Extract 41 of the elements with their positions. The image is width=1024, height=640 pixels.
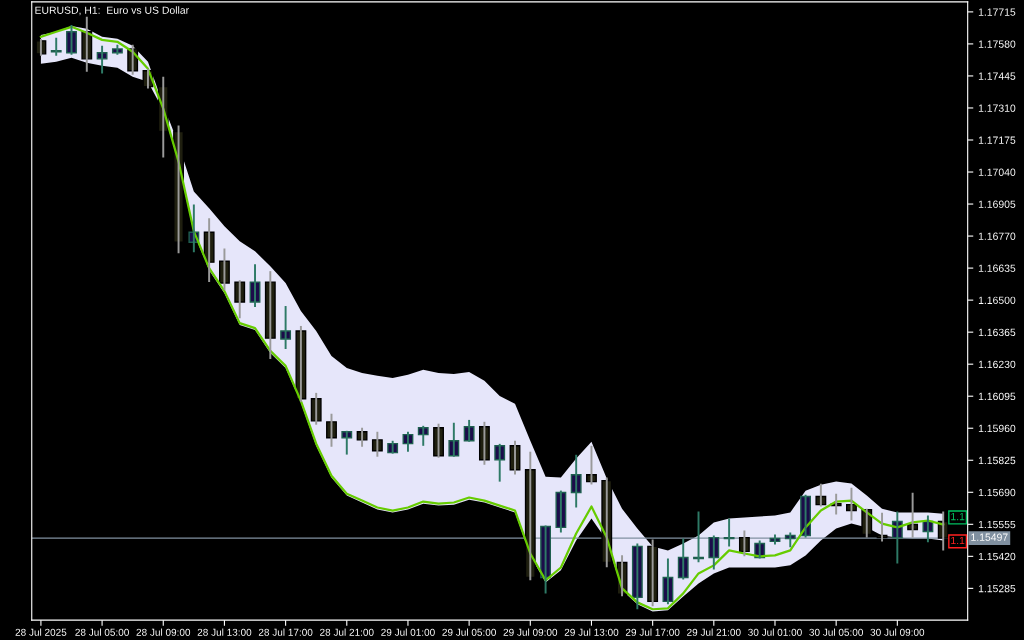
x-tick-label: 28 Jul 13:00	[197, 628, 252, 636]
ref-line-label: 1.15497	[971, 533, 1008, 541]
candlestick	[66, 24, 77, 55]
x-tick-label: 29 Jul 05:00	[442, 628, 496, 636]
candlestick	[96, 45, 108, 74]
candlestick	[326, 413, 337, 447]
y-tick-label: 1.15690	[978, 488, 1016, 497]
y-tick-label: 1.16770	[978, 232, 1016, 240]
x-tick-label: 29 Jul 13:00	[564, 628, 619, 636]
y-tick-label: 1.15420	[978, 552, 1016, 561]
y-tick-label: 1.17175	[978, 136, 1016, 144]
annotation: 1.1	[951, 512, 965, 521]
x-tick-label: 29 Jul 01:00	[381, 628, 435, 636]
x-tick-label: 28 Jul 2025	[15, 628, 67, 636]
y-tick-label: 1.16365	[978, 328, 1016, 337]
y-tick-label: 1.16500	[978, 296, 1016, 304]
x-tick-label: 28 Jul 17:00	[258, 628, 313, 636]
x-tick-label: 29 Jul 09:00	[503, 628, 558, 636]
y-tick-label: 1.17040	[978, 168, 1016, 176]
y-tick-label: 1.15960	[978, 424, 1016, 433]
x-tick-label: 29 Jul 21:00	[687, 628, 741, 636]
chart-title: EURUSD, H1: Euro vs US Dollar	[35, 6, 189, 16]
x-tick-label: 30 Jul 09:00	[870, 628, 925, 636]
x-tick-label: 29 Jul 17:00	[625, 628, 680, 636]
y-tick-label: 1.16230	[978, 360, 1016, 369]
y-tick-label: 1.17445	[978, 72, 1016, 80]
y-tick-label: 1.17580	[978, 40, 1016, 48]
y-tick-label: 1.16095	[978, 392, 1016, 401]
x-tick-label: 30 Jul 01:00	[748, 628, 802, 636]
y-tick-label: 1.17310	[978, 104, 1016, 112]
x-tick-label: 28 Jul 21:00	[320, 628, 374, 636]
y-tick-label: 1.15285	[978, 584, 1016, 593]
y-tick-label: 1.17715	[978, 8, 1016, 16]
y-tick-label: 1.16905	[978, 200, 1016, 208]
x-tick-label: 30 Jul 05:00	[809, 628, 864, 636]
y-tick-label: 1.15555	[978, 520, 1016, 529]
y-tick-label: 1.15825	[978, 456, 1016, 465]
annotation: 1.1	[951, 536, 965, 545]
x-tick-label: 28 Jul 05:00	[75, 628, 129, 636]
y-tick-label: 1.16635	[978, 264, 1016, 272]
x-tick-label: 28 Jul 09:00	[136, 628, 191, 636]
